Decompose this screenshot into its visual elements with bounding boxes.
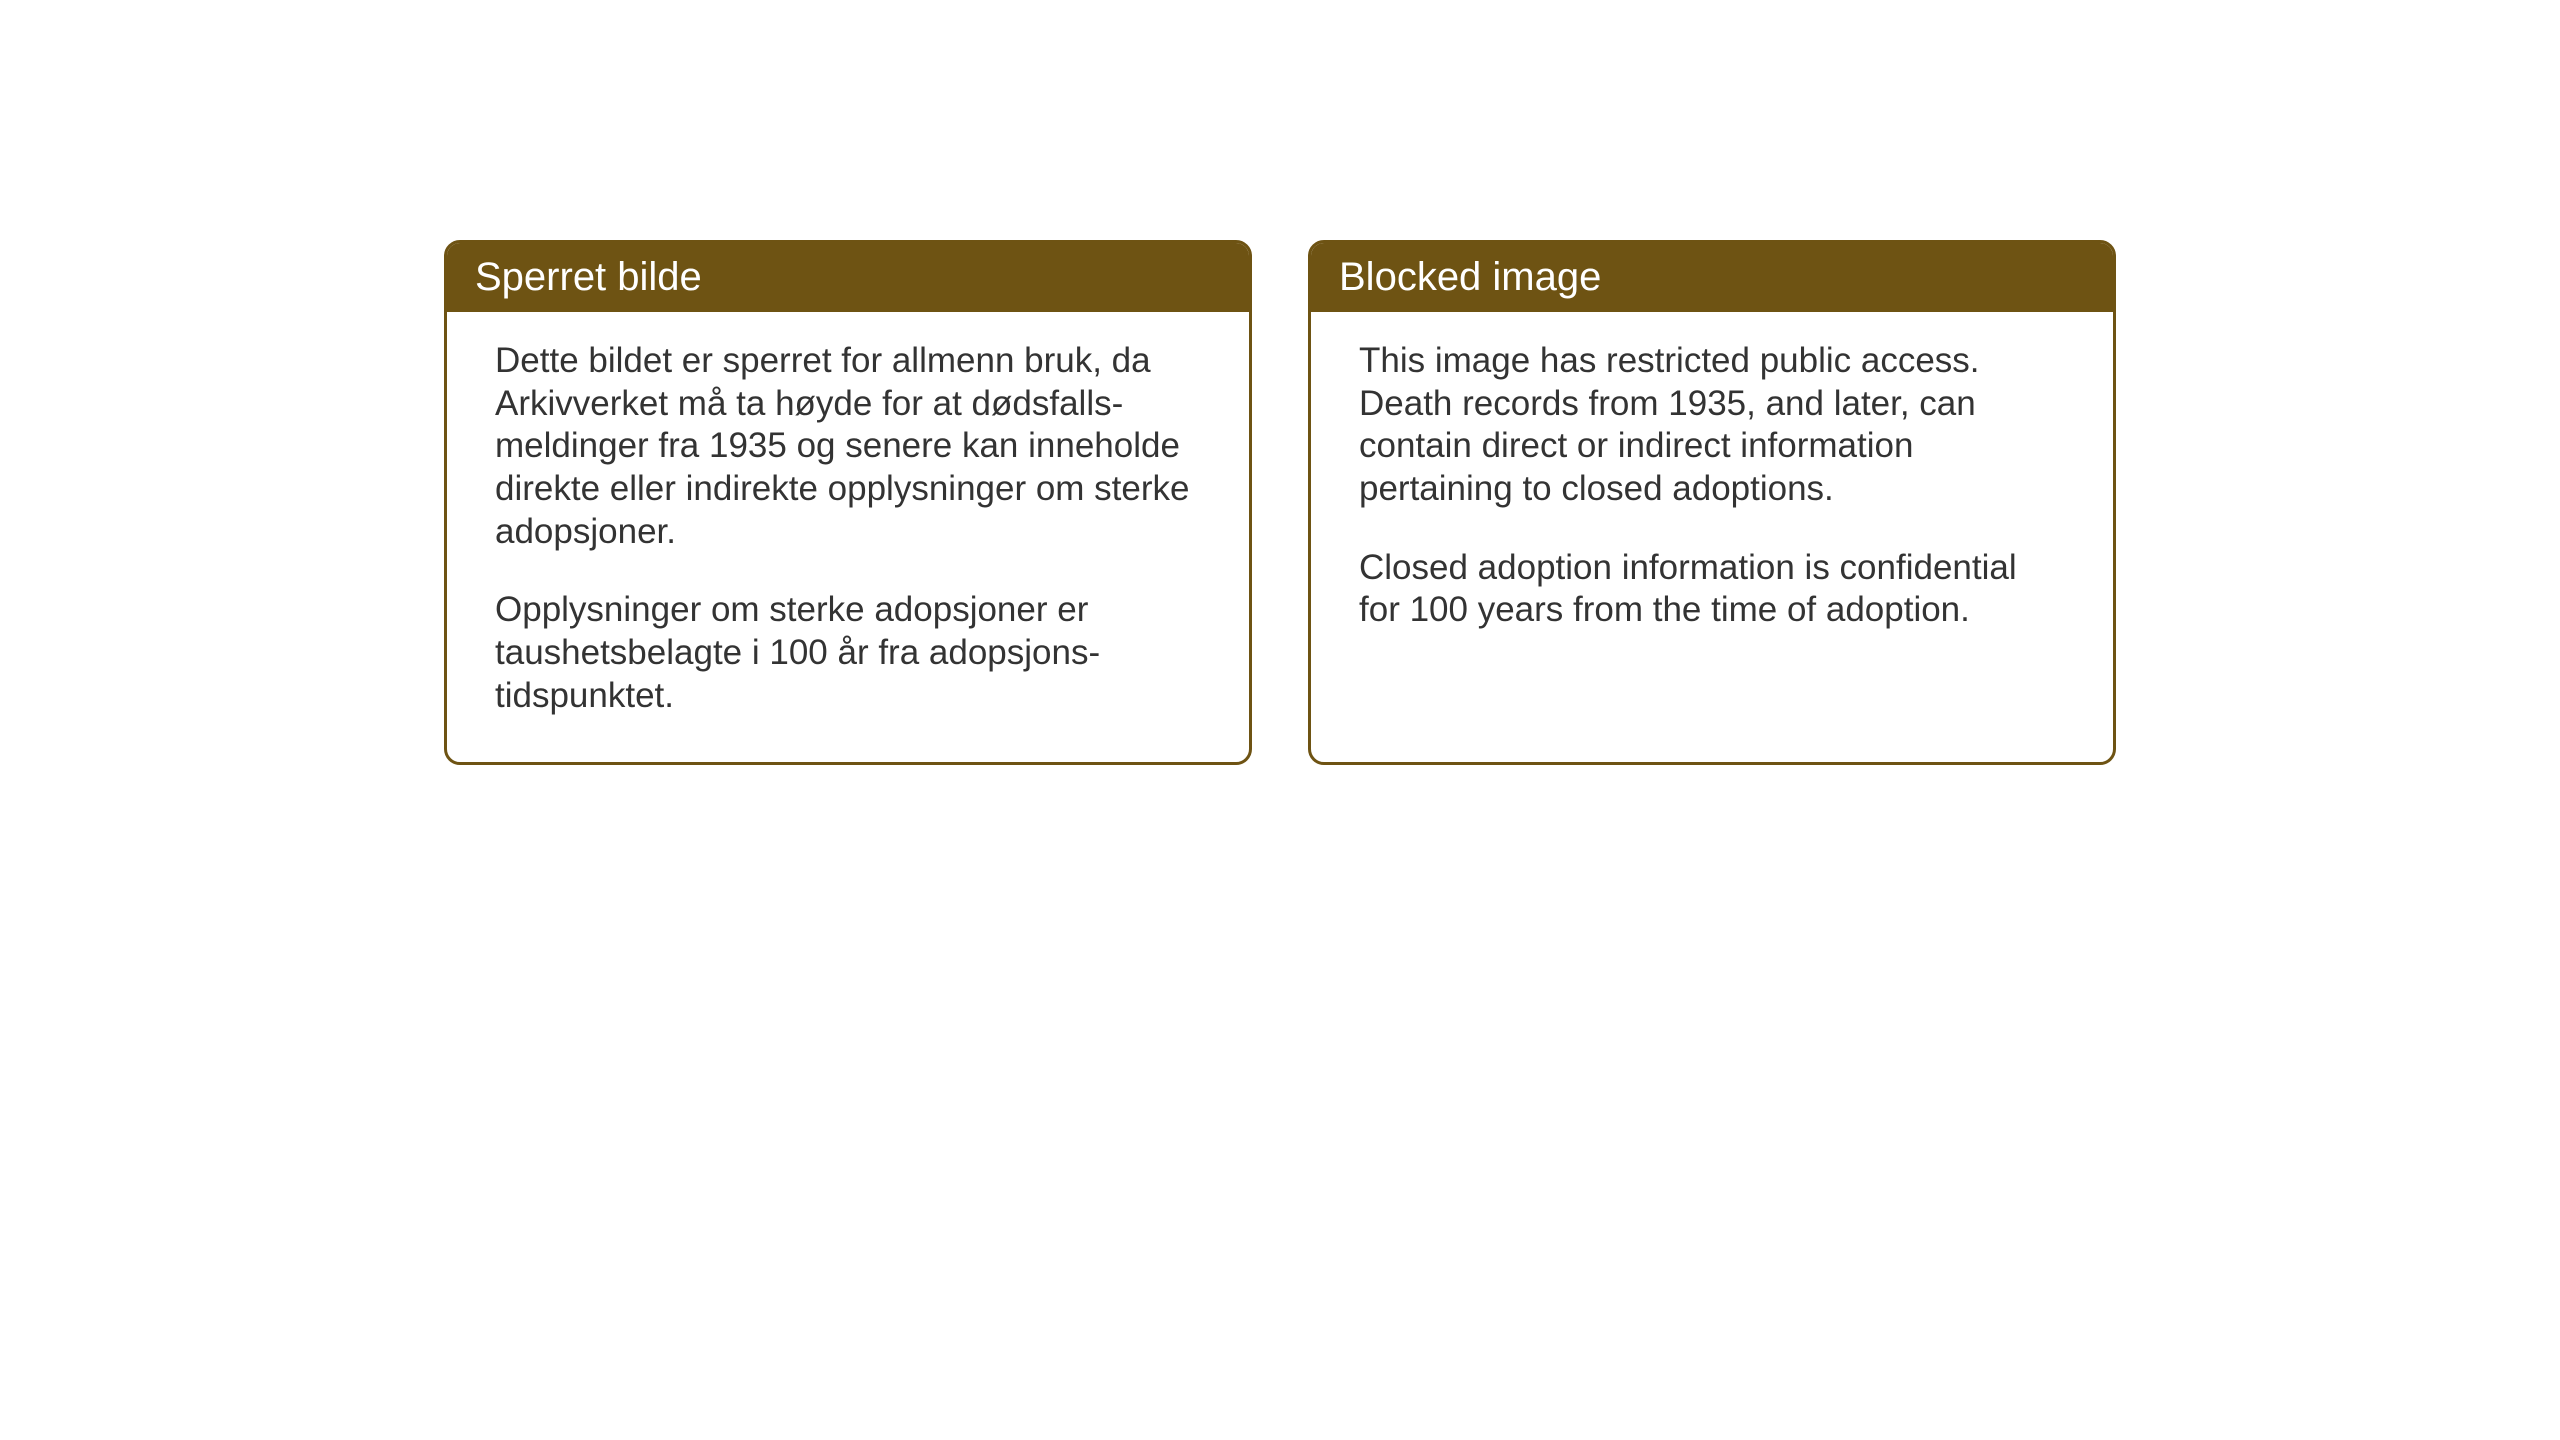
card-title-english: Blocked image bbox=[1339, 255, 1601, 299]
notice-card-english: Blocked image This image has restricted … bbox=[1308, 240, 2116, 765]
card-title-norwegian: Sperret bilde bbox=[475, 255, 702, 299]
card-paragraph-2-norwegian: Opplysninger om sterke adopsjoner er tau… bbox=[495, 589, 1201, 717]
card-paragraph-1-english: This image has restricted public access.… bbox=[1359, 340, 2065, 511]
card-paragraph-1-norwegian: Dette bildet er sperret for allmenn bruk… bbox=[495, 340, 1201, 553]
card-body-norwegian: Dette bildet er sperret for allmenn bruk… bbox=[447, 312, 1249, 762]
card-body-english: This image has restricted public access.… bbox=[1311, 312, 2113, 676]
card-header-norwegian: Sperret bilde bbox=[447, 243, 1249, 312]
notice-container: Sperret bilde Dette bildet er sperret fo… bbox=[444, 240, 2116, 765]
card-header-english: Blocked image bbox=[1311, 243, 2113, 312]
card-paragraph-2-english: Closed adoption information is confident… bbox=[1359, 547, 2065, 632]
notice-card-norwegian: Sperret bilde Dette bildet er sperret fo… bbox=[444, 240, 1252, 765]
